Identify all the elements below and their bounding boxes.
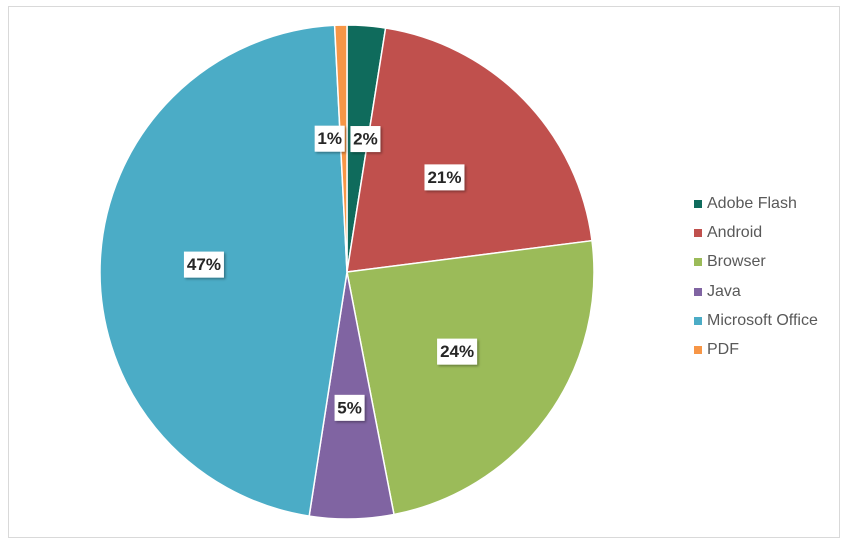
legend-label: Android — [707, 223, 763, 241]
legend-item-java: Java — [694, 277, 844, 306]
pie-slice-browser — [346, 239, 595, 516]
data-label-text: 5% — [337, 398, 362, 417]
data-label-text: 24% — [440, 342, 474, 361]
legend-item-adobe-flash: Adobe Flash — [694, 189, 844, 218]
legend-item-android: Android — [694, 218, 844, 247]
legend-swatch — [694, 287, 702, 296]
legend-label: Adobe Flash — [707, 194, 797, 212]
chart-legend: Adobe Flash Android Browser Java Microsoft O… — [694, 189, 844, 365]
data-label-browser: 24% — [437, 338, 478, 365]
data-label-box — [424, 164, 465, 191]
legend-swatch — [694, 346, 702, 355]
legend-swatch — [694, 199, 702, 208]
data-label-text: 21% — [427, 168, 461, 187]
data-label-adobe-flash: 2% — [350, 126, 381, 153]
legend-item-pdf: PDF — [694, 335, 844, 364]
legend-swatch — [694, 258, 702, 267]
legend-label: Java — [707, 282, 741, 300]
legend-label: Browser — [707, 253, 766, 271]
data-label-box — [437, 338, 478, 365]
legend-item-browser: Browser — [694, 248, 844, 277]
data-label-text: 1% — [317, 129, 342, 148]
pie-slices — [99, 24, 595, 520]
data-label-box — [183, 251, 224, 278]
legend-label: Microsoft Office — [707, 311, 818, 329]
data-label-box — [334, 394, 365, 421]
legend-swatch — [694, 228, 702, 237]
legend-item-microsoft-office: Microsoft Office — [694, 306, 844, 335]
data-label-java: 5% — [334, 394, 365, 421]
data-label-text: 2% — [353, 130, 378, 149]
pie-slice-android — [346, 27, 593, 273]
legend-swatch — [694, 316, 702, 325]
data-label-android: 21% — [424, 164, 465, 191]
pie-data-labels: 2% 21% 24% 5% 47% 1% — [183, 125, 478, 421]
data-label-box — [314, 125, 345, 152]
data-label-microsoft-office: 47% — [183, 251, 224, 278]
data-label-box — [350, 126, 381, 153]
data-label-pdf: 1% — [314, 125, 345, 152]
legend-label: PDF — [707, 341, 739, 359]
data-label-text: 47% — [187, 255, 221, 274]
